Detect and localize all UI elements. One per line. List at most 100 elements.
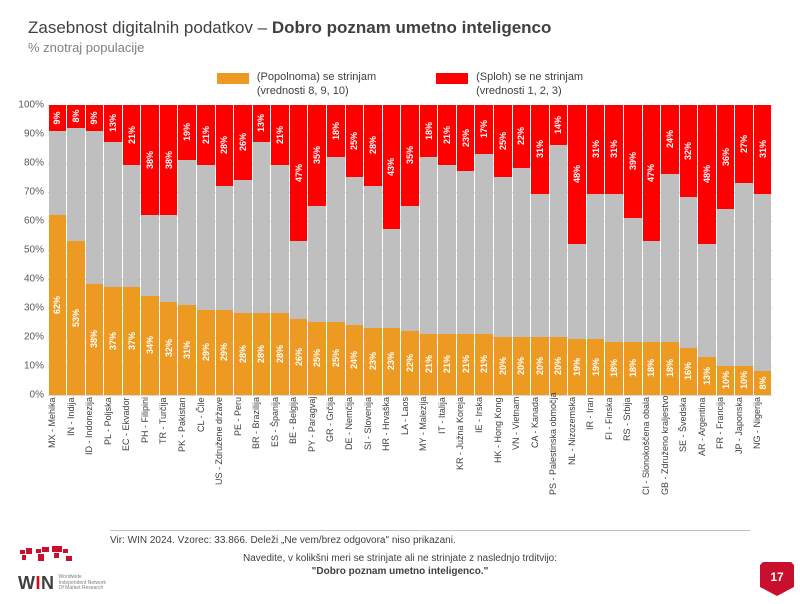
bar-value-disagree: 18% — [331, 122, 341, 140]
y-tick: 60% — [24, 215, 44, 226]
x-label: AR - Argentina — [698, 397, 717, 497]
bar-segment-agree: 28% — [253, 313, 271, 394]
bar-column: 23% 28% — [364, 105, 382, 395]
bar-value-agree: 62% — [52, 296, 62, 314]
bar-value-agree: 18% — [628, 359, 638, 377]
bar-value-disagree: 9% — [89, 111, 99, 124]
bar-column: 24%25% — [346, 105, 364, 395]
bar-value-agree: 21% — [479, 355, 489, 373]
bar-segment-agree: 37% — [104, 287, 122, 394]
y-tick: 20% — [24, 331, 44, 342]
bar-segment-neutral — [123, 165, 141, 287]
bar-column: 28%21% — [271, 105, 289, 395]
bar-value-disagree: 22% — [516, 127, 526, 145]
bar-segment-disagree: 19% — [178, 105, 196, 160]
y-tick: 40% — [24, 273, 44, 284]
x-label: VN - Vietnam — [512, 397, 531, 497]
y-tick: 100% — [18, 99, 44, 110]
bar-segment-disagree: 32% — [680, 105, 698, 198]
bar-column: 18%31% — [605, 105, 623, 395]
bar-segment-agree: 10% — [717, 366, 735, 395]
x-label: CA - Kanada — [531, 397, 550, 497]
bar-column: 20%14% — [550, 105, 568, 395]
bar-value-agree: 10% — [721, 371, 731, 389]
bar-column: 53%8% — [67, 105, 85, 395]
bar-column: 37% 13% — [104, 105, 122, 395]
bar-value-agree: 28% — [275, 345, 285, 363]
bar-column: 29%28% — [216, 105, 234, 395]
logo-subtitle: Worldwide Independent Network Of Market … — [59, 575, 107, 592]
bar-segment-agree: 18% — [624, 342, 642, 394]
x-label: ID - Indonezija — [85, 397, 104, 497]
x-label: PH - Filipini — [141, 397, 160, 497]
y-tick: 70% — [24, 186, 44, 197]
bar-value-disagree: 13% — [256, 114, 266, 132]
bar-segment-disagree: 21% — [438, 105, 456, 166]
bar-column: 37% 21% — [123, 105, 141, 395]
bar-column: 28% 13% — [253, 105, 271, 395]
bar-column: 21%17% — [475, 105, 493, 395]
bar-value-agree: 23% — [386, 352, 396, 370]
bar-column: 20%31% — [531, 105, 549, 395]
bar-value-agree: 21% — [442, 355, 452, 373]
x-label: PE - Peru — [234, 397, 253, 497]
bar-segment-neutral — [754, 194, 772, 371]
bar-value-disagree: 47% — [646, 164, 656, 182]
bar-value-agree: 23% — [368, 352, 378, 370]
bar-segment-neutral — [698, 244, 716, 357]
bar-segment-agree: 10% — [735, 366, 753, 395]
win-logo: WIN Worldwide Independent Network Of Mar… — [18, 544, 106, 594]
x-label: SE - Švedska — [679, 397, 698, 497]
bar-segment-neutral — [160, 215, 178, 302]
bar-segment-agree: 23% — [364, 328, 382, 395]
bar-segment-agree: 38% — [86, 284, 104, 394]
page-number: 17 — [760, 562, 794, 592]
bar-segment-disagree: 31% — [754, 105, 772, 195]
bar-segment-neutral — [717, 209, 735, 366]
bar-segment-disagree: 21% — [123, 105, 141, 166]
bar-column: 16%32% — [680, 105, 698, 395]
x-label: EC - Ekvador — [122, 397, 141, 497]
bar-segment-disagree: 9% — [86, 105, 104, 131]
bar-segment-disagree: 28% — [364, 105, 382, 186]
bar-value-disagree: 23% — [461, 129, 471, 147]
bar-value-agree: 25% — [312, 349, 322, 367]
bar-value-disagree: 35% — [405, 146, 415, 164]
x-label: PS - Palestinska območja — [549, 397, 568, 497]
bar-column: 13%48% — [698, 105, 716, 395]
x-label: LA - Laos — [401, 397, 420, 497]
bar-segment-neutral — [587, 194, 605, 339]
x-label: BR - Brazilija — [252, 397, 271, 497]
bar-column: 26%47% — [290, 105, 308, 395]
bar-value-disagree: 13% — [108, 114, 118, 132]
bar-segment-disagree: 13% — [253, 105, 271, 143]
bar-segment-neutral — [216, 186, 234, 311]
bar-column: 34%38% — [141, 105, 159, 395]
bar-segment-agree: 21% — [457, 334, 475, 395]
bar-segment-disagree: 18% — [420, 105, 438, 157]
bar-segment-neutral — [643, 241, 661, 343]
bar-segment-neutral — [680, 197, 698, 348]
bar-segment-disagree: 31% — [605, 105, 623, 195]
bar-value-disagree: 48% — [702, 165, 712, 183]
bar-column: 25% 35% — [308, 105, 326, 395]
question-text: Navedite, v kolikšni meri se strinjate a… — [0, 552, 800, 578]
bar-segment-disagree: 21% — [197, 105, 215, 166]
x-label: IR - Iran — [586, 397, 605, 497]
bar-segment-neutral — [605, 194, 623, 342]
bar-segment-neutral — [475, 154, 493, 334]
bar-segment-agree: 28% — [234, 313, 252, 394]
bar-column: 28%26% — [234, 105, 252, 395]
bar-segment-disagree: 27% — [735, 105, 753, 183]
bar-column: 18%24% — [661, 105, 679, 395]
bar-segment-agree: 53% — [67, 241, 85, 395]
bar-column: 62%9% — [49, 105, 67, 395]
x-label: PK - Pakistan — [178, 397, 197, 497]
bar-segment-disagree: 35% — [308, 105, 326, 207]
bar-segment-agree: 29% — [197, 310, 215, 394]
x-label: MX - Mehika — [48, 397, 67, 497]
x-label: CI - Slonokoščena obala — [642, 397, 661, 497]
bar-value-agree: 29% — [219, 343, 229, 361]
x-label: FR - Francija — [716, 397, 735, 497]
bar-segment-agree: 37% — [123, 287, 141, 394]
